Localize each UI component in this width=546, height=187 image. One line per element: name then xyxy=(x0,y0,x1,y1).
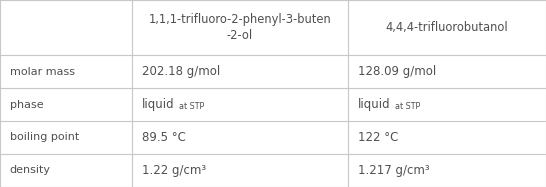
Text: liquid: liquid xyxy=(142,98,175,111)
Text: 128.09 g/mol: 128.09 g/mol xyxy=(358,65,436,78)
Text: molar mass: molar mass xyxy=(10,67,75,77)
Text: 1.217 g/cm³: 1.217 g/cm³ xyxy=(358,164,429,177)
Text: 1.22 g/cm³: 1.22 g/cm³ xyxy=(142,164,206,177)
Text: at STP: at STP xyxy=(179,102,204,111)
Text: 1,1,1-trifluoro-2-phenyl-3-buten
-2-ol: 1,1,1-trifluoro-2-phenyl-3-buten -2-ol xyxy=(149,13,331,42)
Text: 4,4,4-trifluorobutanol: 4,4,4-trifluorobutanol xyxy=(385,21,508,34)
Text: 122 °C: 122 °C xyxy=(358,131,398,144)
Text: at STP: at STP xyxy=(395,102,420,111)
Text: liquid: liquid xyxy=(358,98,390,111)
Text: 89.5 °C: 89.5 °C xyxy=(142,131,186,144)
Text: 202.18 g/mol: 202.18 g/mol xyxy=(142,65,220,78)
Text: density: density xyxy=(10,165,51,175)
Text: phase: phase xyxy=(10,99,44,110)
Text: boiling point: boiling point xyxy=(10,132,79,142)
